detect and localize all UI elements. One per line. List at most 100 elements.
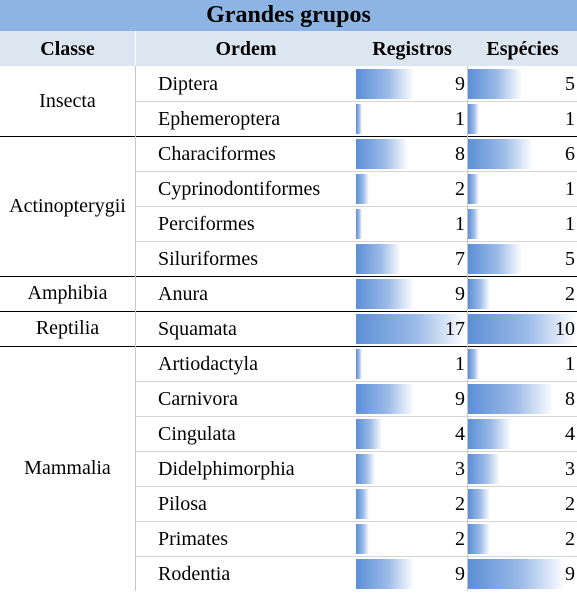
registros-cell: 1	[356, 101, 467, 136]
registros-bar	[356, 174, 369, 204]
especies-bar	[468, 279, 490, 309]
row-divider	[136, 171, 577, 172]
registros-bar	[356, 349, 362, 379]
especies-value: 2	[565, 528, 575, 550]
especies-bar	[468, 489, 490, 519]
registros-value: 9	[455, 388, 465, 410]
header-especies: Espécies	[468, 31, 577, 66]
registros-bar	[356, 419, 382, 449]
especies-value: 1	[565, 108, 575, 130]
especies-cell: 4	[468, 416, 577, 451]
ordem-cell: Characiformes	[158, 143, 276, 165]
registros-value: 1	[455, 353, 465, 375]
ordem-cell: Pilosa	[158, 493, 207, 515]
especies-bar	[468, 524, 490, 554]
especies-bar	[468, 139, 533, 169]
registros-bar	[356, 384, 414, 414]
especies-bar	[468, 209, 479, 239]
registros-bar	[356, 489, 369, 519]
header-registros: Registros	[356, 31, 468, 66]
registros-value: 4	[455, 423, 465, 445]
group-separator	[0, 276, 577, 277]
row-divider	[136, 521, 577, 522]
registros-value: 2	[455, 178, 465, 200]
group-separator	[0, 136, 577, 137]
registros-cell: 1	[356, 206, 467, 241]
especies-cell: 1	[468, 346, 577, 381]
registros-value: 1	[455, 108, 465, 130]
especies-cell: 1	[468, 101, 577, 136]
registros-value: 9	[455, 73, 465, 95]
registros-cell: 8	[356, 136, 467, 171]
ordem-cell: Cyprinodontiformes	[158, 178, 321, 200]
registros-bar	[356, 559, 414, 589]
row-divider	[136, 206, 577, 207]
especies-value: 2	[565, 283, 575, 305]
classe-cell: Reptilia	[35, 317, 100, 339]
registros-cell: 2	[356, 521, 467, 556]
especies-bar	[468, 454, 500, 484]
registros-value: 17	[445, 318, 465, 340]
registros-cell: 9	[356, 276, 467, 311]
especies-bar	[468, 174, 479, 204]
especies-value: 5	[565, 73, 575, 95]
especies-cell: 9	[468, 556, 577, 591]
registros-bar	[356, 104, 362, 134]
row-divider	[136, 241, 577, 242]
especies-bar	[468, 384, 554, 414]
registros-cell: 9	[356, 66, 467, 101]
especies-value: 1	[565, 178, 575, 200]
especies-bar	[468, 349, 479, 379]
especies-value: 1	[565, 353, 575, 375]
registros-cell: 17	[356, 311, 467, 346]
registros-value: 9	[455, 283, 465, 305]
registros-bar	[356, 279, 414, 309]
registros-bar	[356, 524, 369, 554]
registros-bar	[356, 454, 375, 484]
header-classe: Classe	[0, 31, 135, 66]
especies-cell: 2	[468, 276, 577, 311]
especies-value: 1	[565, 213, 575, 235]
ordem-cell: Diptera	[158, 73, 218, 95]
especies-value: 5	[565, 248, 575, 270]
registros-bar	[356, 69, 414, 99]
row-divider	[136, 101, 577, 102]
column-divider	[467, 66, 468, 591]
registros-cell: 2	[356, 171, 467, 206]
registros-value: 8	[455, 143, 465, 165]
header-ordem: Ordem	[136, 31, 356, 66]
row-divider	[136, 556, 577, 557]
especies-cell: 2	[468, 486, 577, 521]
registros-cell: 3	[356, 451, 467, 486]
row-divider	[136, 451, 577, 452]
column-divider	[135, 66, 136, 591]
ordem-cell: Anura	[158, 283, 208, 305]
especies-cell: 5	[468, 66, 577, 101]
especies-cell: 8	[468, 381, 577, 416]
especies-value: 3	[565, 458, 575, 480]
ordem-cell: Perciformes	[158, 213, 255, 235]
especies-bar	[468, 244, 522, 274]
especies-cell: 1	[468, 171, 577, 206]
especies-cell: 10	[468, 311, 577, 346]
registros-value: 7	[455, 248, 465, 270]
ordem-cell: Squamata	[158, 318, 237, 340]
ordem-cell: Artiodactyla	[158, 353, 258, 375]
classe-cell: Mammalia	[24, 457, 111, 479]
group-separator	[0, 346, 577, 347]
classe-cell: Amphibia	[27, 282, 108, 304]
registros-cell: 9	[356, 381, 467, 416]
registros-bar	[356, 139, 408, 169]
especies-value: 2	[565, 493, 575, 515]
row-divider	[136, 416, 577, 417]
registros-value: 9	[455, 563, 465, 585]
ordem-cell: Rodentia	[158, 563, 231, 585]
especies-value: 9	[565, 563, 575, 585]
especies-bar	[468, 104, 479, 134]
ordem-cell: Carnivora	[158, 388, 238, 410]
row-divider	[136, 486, 577, 487]
especies-bar	[468, 69, 522, 99]
registros-bar	[356, 314, 466, 344]
registros-cell: 1	[356, 346, 467, 381]
especies-bar	[468, 559, 565, 589]
